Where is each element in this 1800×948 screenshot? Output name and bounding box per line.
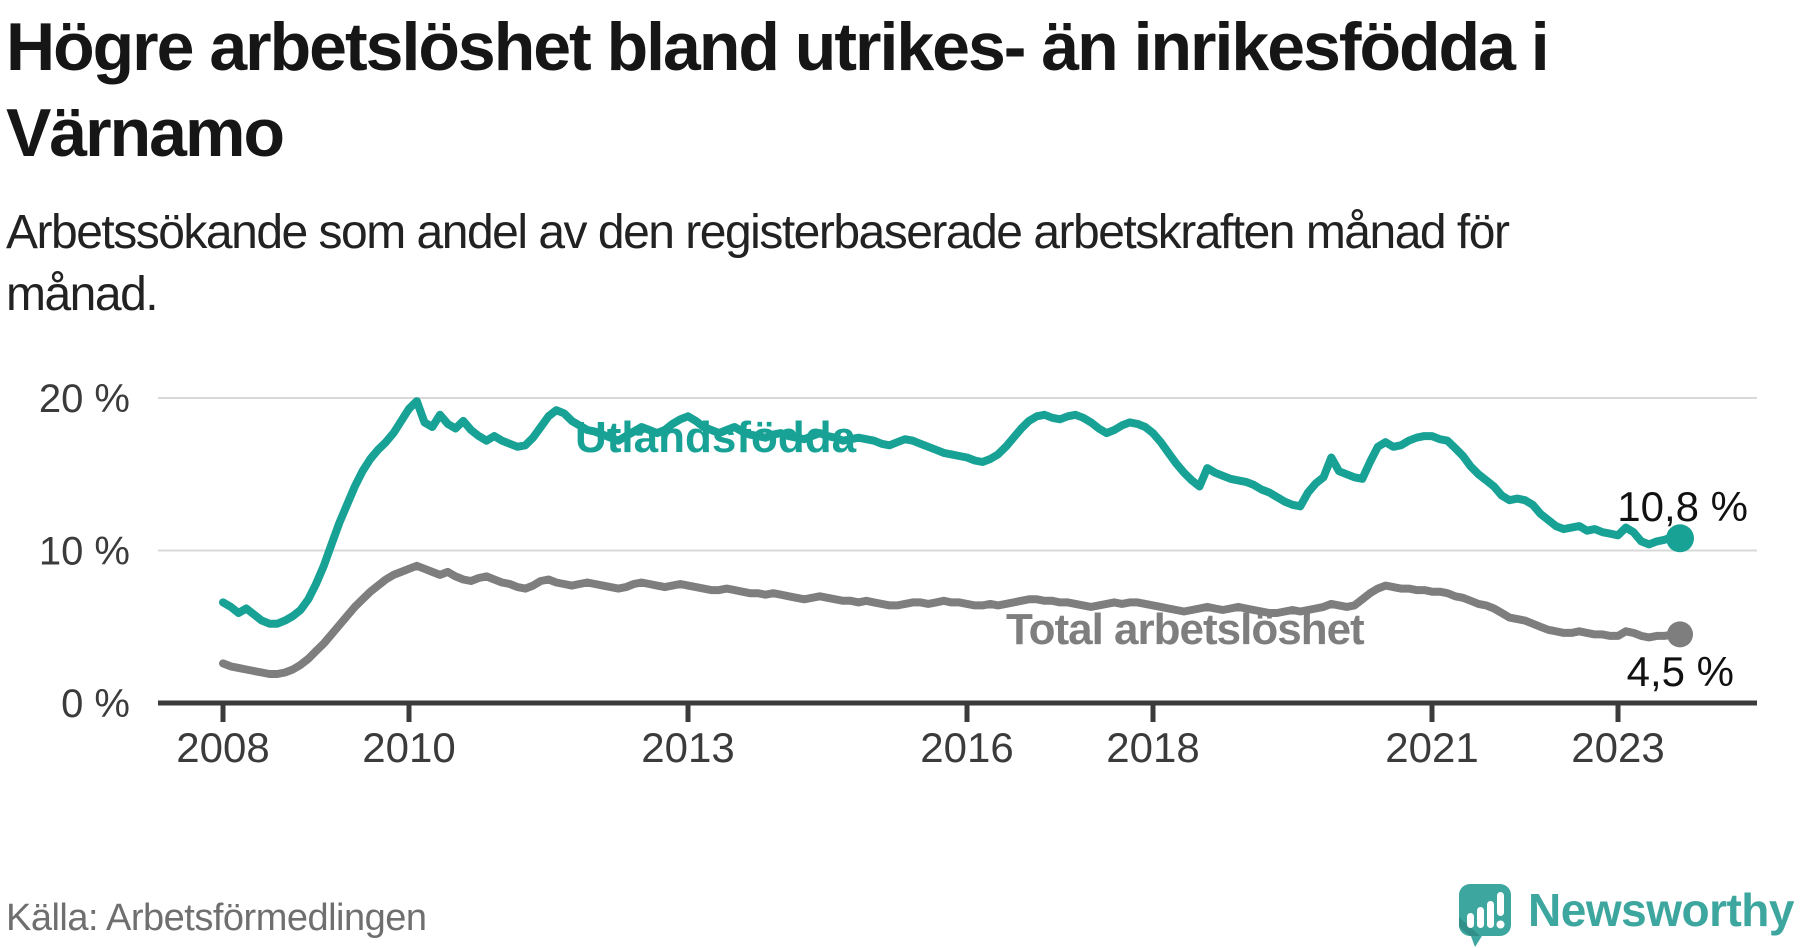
y-tick-label-20: 20 % (39, 377, 130, 421)
y-tick-label-10: 10 % (39, 530, 130, 574)
title-line-2: Värnamo (6, 95, 285, 171)
value-label-utlandsfodda: 10,8 % (1617, 483, 1748, 530)
x-tick-label-2016: 2016 (920, 724, 1013, 771)
series-line-utlandsfodda (219, 397, 1684, 628)
series-line-total-arbetsloshet (219, 561, 1684, 678)
subtitle-line-1: Arbetssökande som andel av den registerb… (6, 206, 1510, 259)
series-endpoint-utlandsfodda (1666, 524, 1694, 553)
subtitle-line-2: månad. (6, 268, 159, 321)
x-tick-label-2023: 2023 (1571, 724, 1664, 771)
newsworthy-icon (1459, 884, 1512, 947)
brand-name: Newsworthy (1528, 884, 1794, 936)
source-note: Källa: Arbetsförmedlingen (6, 897, 427, 939)
x-tick-label-2021: 2021 (1385, 724, 1478, 771)
x-tick-label-2013: 2013 (641, 724, 734, 771)
x-axis-ticks-and-labels: 2008 2010 2013 2016 2018 2021 2023 (176, 703, 1665, 771)
series-endpoint-total (1667, 621, 1693, 648)
page-title: Högre arbetslöshet bland utrikes- än inr… (6, 4, 1550, 176)
value-label-total: 4,5 % (1627, 648, 1734, 695)
x-tick-label-2010: 2010 (362, 724, 455, 771)
series-label-total-arbetsloshet: Total arbetslöshet (1006, 605, 1365, 654)
title-line-1: Högre arbetslöshet bland utrikes- än inr… (6, 9, 1550, 85)
page-subtitle: Arbetssökande som andel av den registerb… (6, 202, 1548, 326)
y-tick-label-0: 0 % (61, 682, 130, 726)
x-tick-label-2008: 2008 (176, 724, 269, 771)
chart-header: Högre arbetslöshet bland utrikes- än inr… (6, 4, 1550, 326)
series-label-utlandsfodda: Utlandsfödda (575, 413, 857, 462)
x-tick-label-2018: 2018 (1106, 724, 1199, 771)
brand-logo: Newsworthy (1458, 884, 1794, 948)
y-gridlines-and-labels: 20 % 10 % 0 % (39, 377, 1757, 726)
